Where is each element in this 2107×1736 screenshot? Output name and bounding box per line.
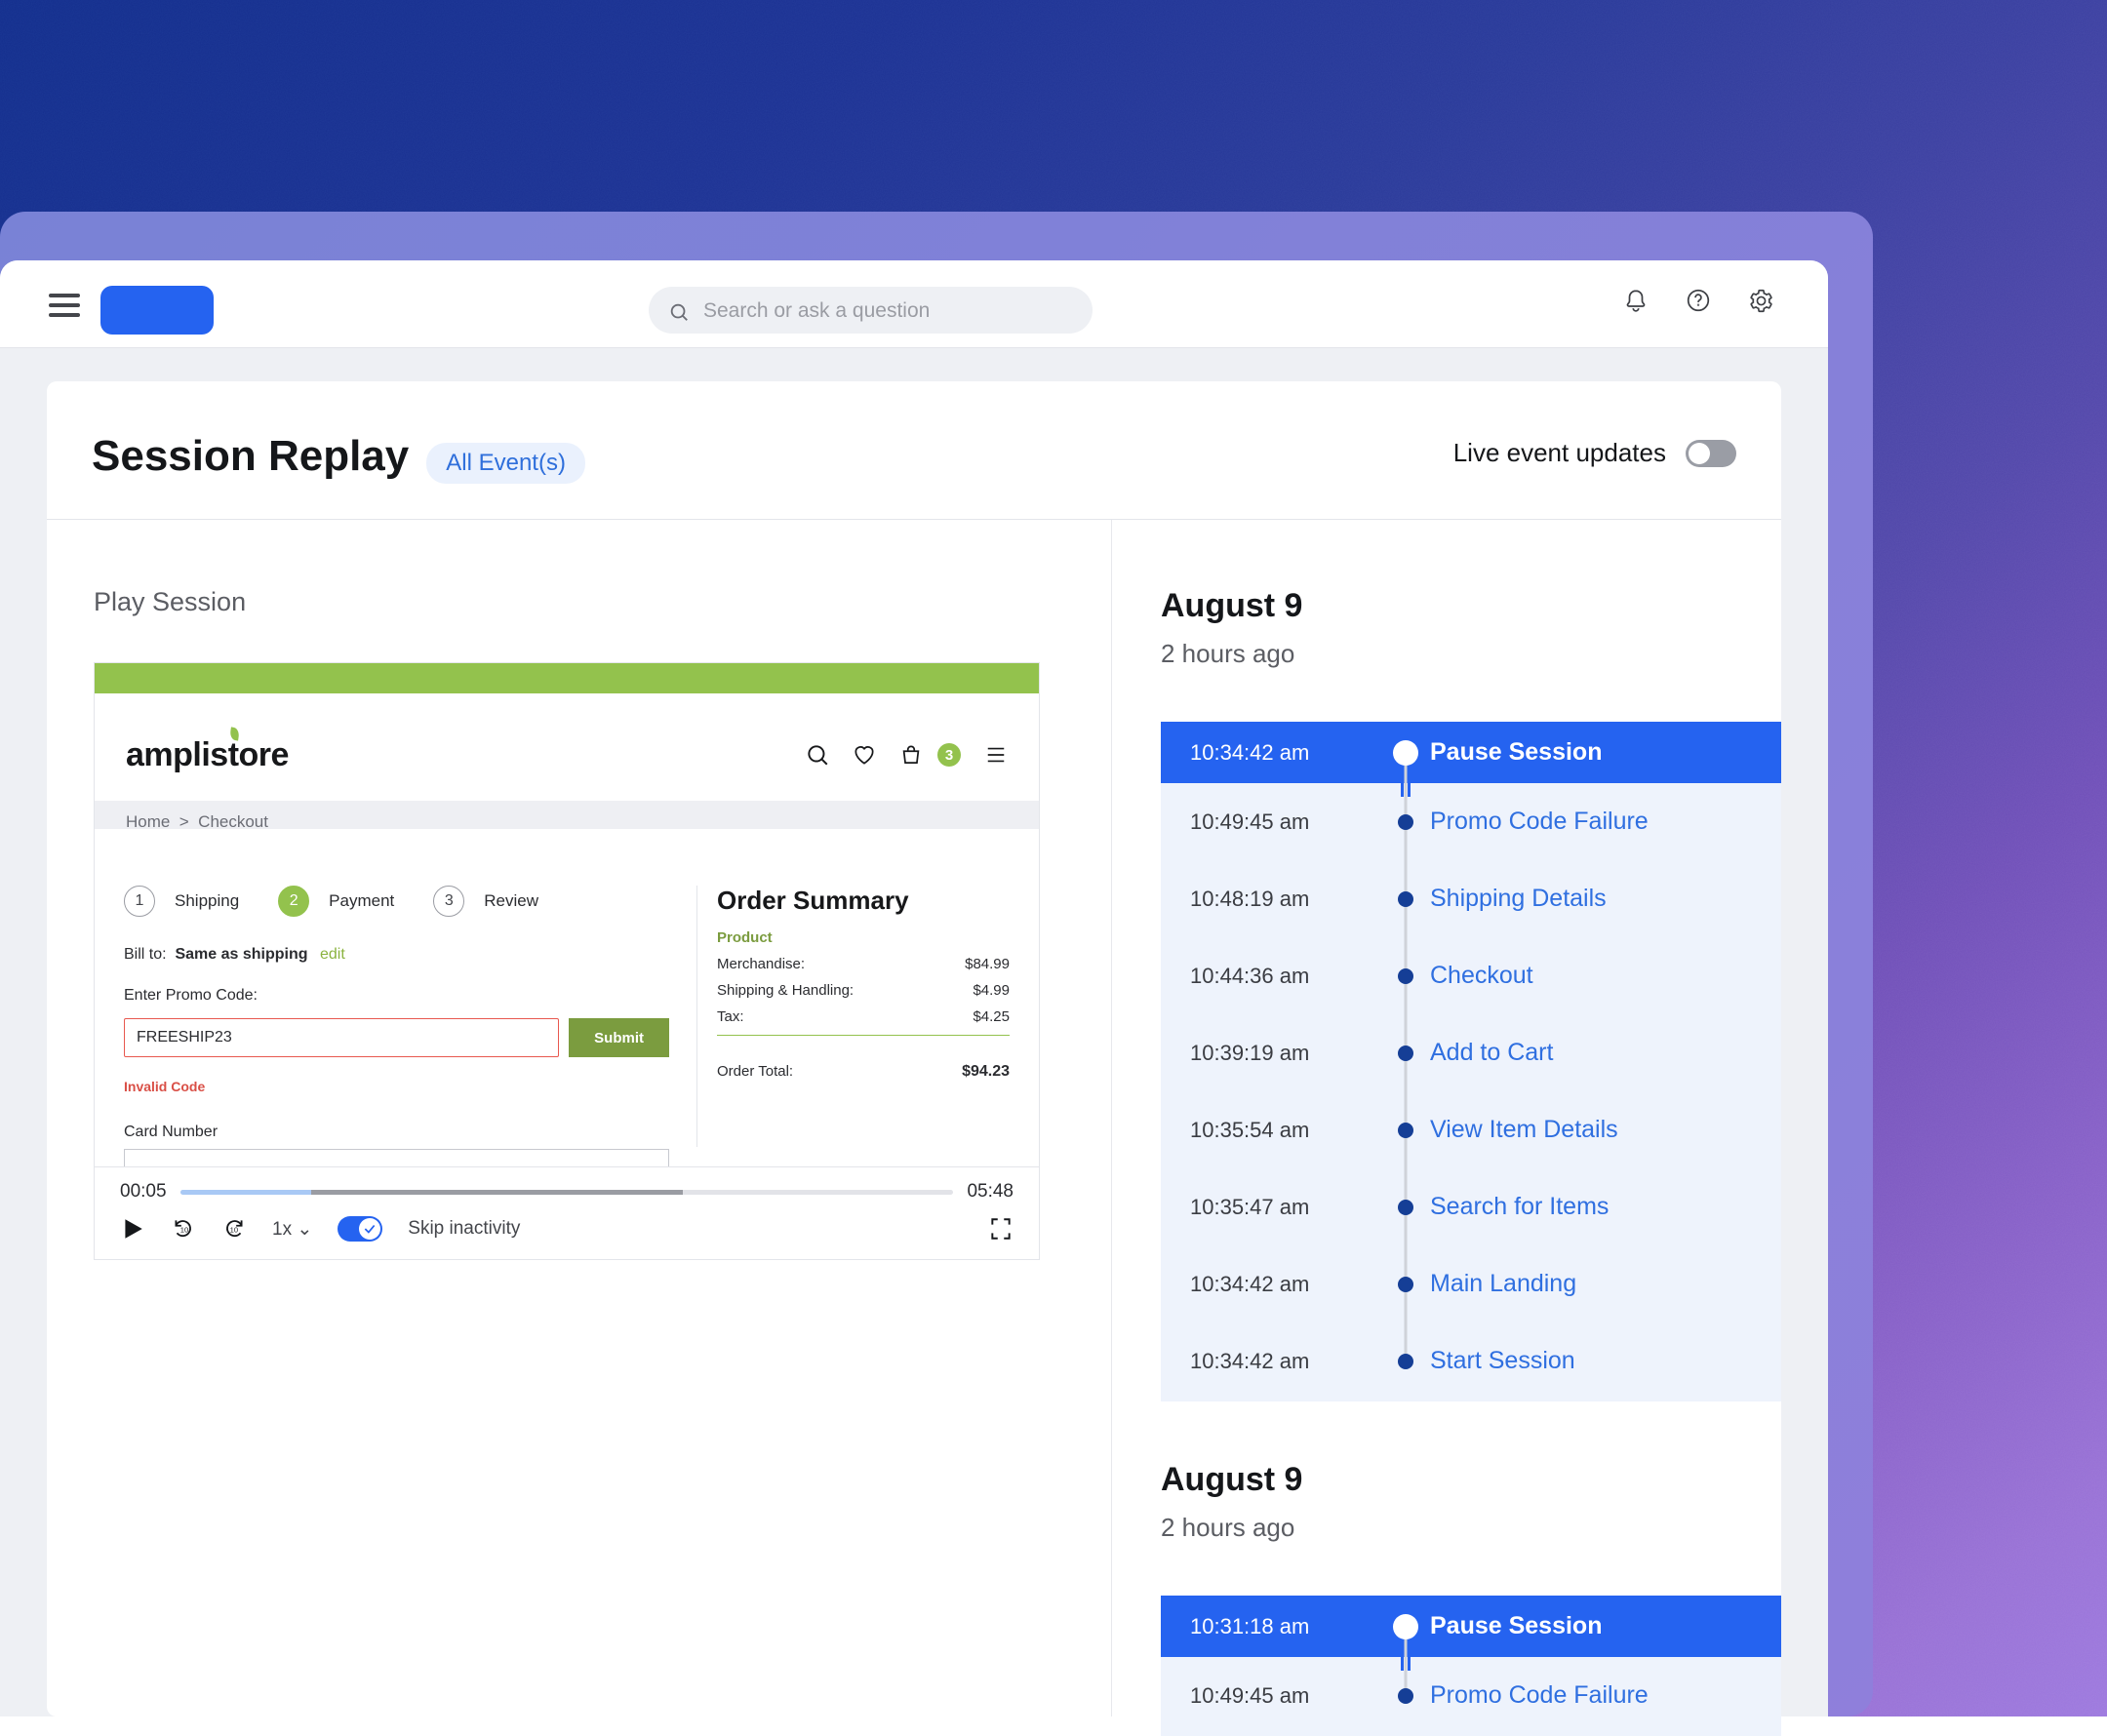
svg-text:10: 10: [180, 1225, 188, 1234]
svg-text:10: 10: [230, 1225, 238, 1234]
